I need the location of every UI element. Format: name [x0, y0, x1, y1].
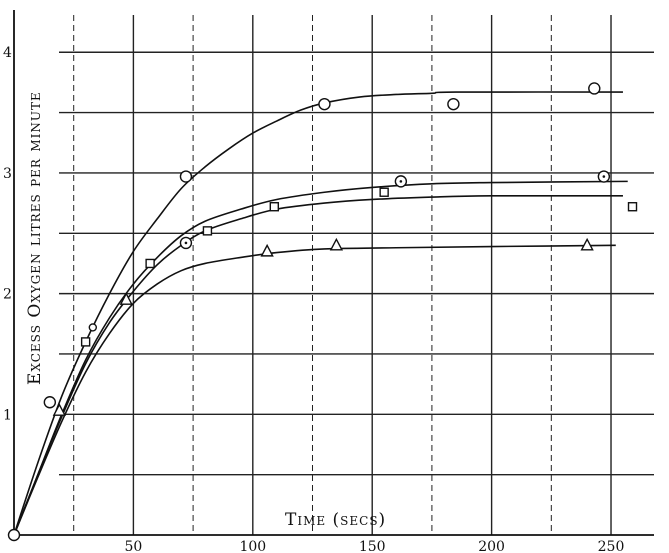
- series-4-point: [580, 237, 594, 251]
- axes: [13, 10, 654, 536]
- series-1-point: [7, 528, 21, 542]
- series-1-point: [318, 97, 331, 111]
- series-1-point: [447, 97, 460, 111]
- series-2-line: [13, 180, 628, 536]
- series-1-line: [13, 91, 623, 536]
- y-tick-label: 2: [3, 287, 12, 303]
- series-3-point: [269, 202, 279, 212]
- y-axis-title: Excess Oxygen litres per minute: [25, 91, 45, 385]
- y-tick-label: 1: [3, 407, 12, 423]
- x-tick-label: 50: [124, 539, 142, 553]
- grid: [59, 15, 654, 535]
- y-tick-label: 3: [3, 166, 12, 182]
- x-tick-label: 200: [478, 539, 505, 553]
- series-3-point: [627, 202, 638, 212]
- series-4-point: [119, 292, 133, 305]
- series-3-point: [379, 187, 389, 197]
- extra-point: [88, 323, 98, 332]
- series-3-line: [13, 194, 623, 536]
- x-tick-label: 250: [598, 539, 625, 553]
- x-tick-label: 100: [239, 539, 266, 553]
- x-tick-label: 150: [359, 539, 386, 553]
- y-tick-label: 4: [3, 45, 12, 61]
- series-4-line: [13, 244, 616, 536]
- series-1-point: [179, 170, 193, 183]
- series-3-point: [80, 337, 91, 347]
- series-curves: [13, 91, 628, 536]
- series-markers: [7, 82, 638, 542]
- series-3-point: [202, 226, 213, 236]
- series-2-point-center: [184, 241, 188, 245]
- series-2-point-center: [602, 175, 606, 178]
- series-2-point-center: [399, 180, 403, 183]
- series-4-point: [329, 237, 344, 251]
- series-1-point: [588, 82, 601, 95]
- tick-labels: 50 100 150 200 250 1 2 3 4: [3, 45, 624, 553]
- series-3-point: [145, 258, 155, 269]
- series-4-point: [260, 243, 274, 257]
- x-axis-title: Time (secs): [285, 510, 386, 530]
- series-1-point: [43, 396, 57, 409]
- series-4-point: [52, 403, 67, 416]
